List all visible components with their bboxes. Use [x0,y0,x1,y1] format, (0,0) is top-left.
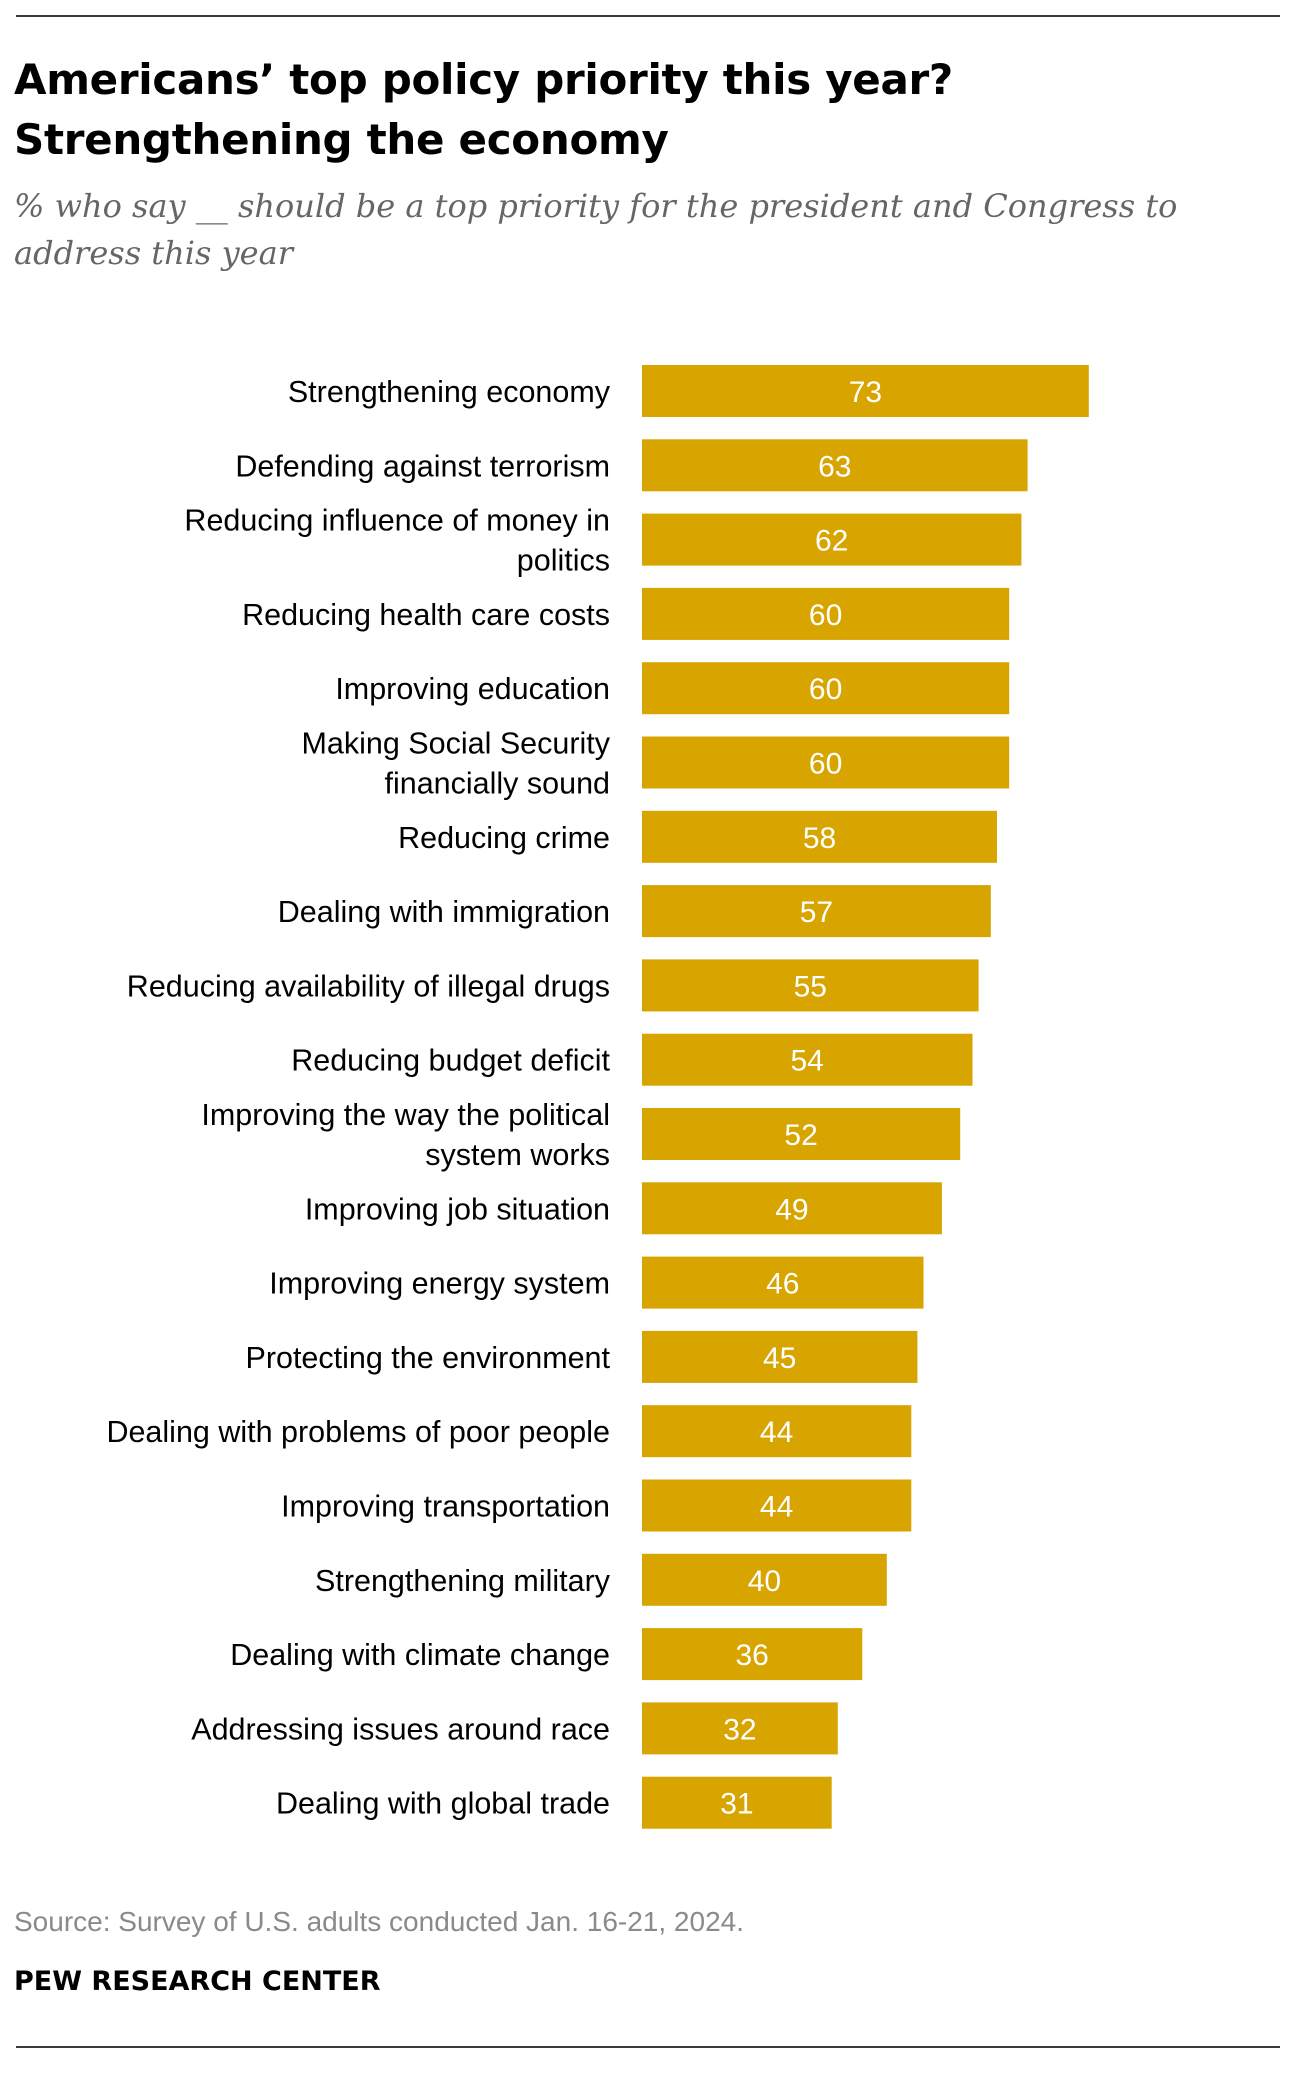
bar-value-label: 46 [766,1268,799,1301]
category-label: Strengthening economy [288,375,611,409]
bar [642,662,1010,715]
bar-value-label: 58 [803,822,836,855]
bar-value-label: 49 [775,1193,808,1226]
bar [642,1776,832,1829]
bar-value-label: 60 [809,673,842,706]
category-label: Reducing availability of illegal drugs [127,969,610,1003]
bar-value-label: 52 [784,1119,817,1152]
bar-value-label: 62 [815,525,848,558]
category-label: Improving the way the political [201,1098,610,1132]
bar [642,513,1022,566]
bar [642,1405,912,1458]
category-label: Reducing influence of money in [184,504,610,538]
bar [642,365,1089,417]
bar-value-label: 55 [794,970,827,1003]
category-label: Defending against terrorism [235,449,610,483]
category-label: Dealing with climate change [230,1638,610,1672]
bar-value-label: 60 [809,599,842,632]
category-label: Improving transportation [281,1490,610,1524]
bar [642,1330,918,1383]
bar [642,1628,863,1681]
category-label: Improving energy system [269,1267,610,1301]
category-label: financially sound [384,767,610,801]
brand-logo-text: PEW RESEARCH CENTER [14,1966,381,1997]
bar-value-label: 60 [809,748,842,781]
category-label: Making Social Security [301,727,610,761]
category-label: Strengthening military [315,1564,611,1598]
chart-title: Americans’ top policy priority this year… [14,55,953,164]
bar-value-label: 36 [736,1639,769,1672]
bar [642,439,1028,492]
category-label: politics [517,544,610,578]
chart-subtitle: % who say __ should be a top priority fo… [14,187,1178,272]
bar [642,1033,973,1086]
category-label: Dealing with global trade [276,1787,610,1821]
bar [642,1108,961,1160]
category-label: Addressing issues around race [191,1712,610,1746]
bar-value-label: 63 [818,450,851,483]
bar [642,1479,912,1532]
category-label: system works [425,1138,610,1172]
top-rule [16,15,1280,17]
bar-value-label: 44 [760,1491,793,1524]
bar-value-label: 32 [723,1713,756,1746]
bar [642,1702,838,1755]
bar-value-label: 31 [720,1788,753,1821]
bar [642,959,979,1012]
category-label: Protecting the environment [245,1341,610,1375]
bar [642,1182,942,1235]
category-label: Dealing with problems of poor people [106,1415,610,1449]
bar-chart: 73 Strengthening economy 63 Defending again… [106,365,1089,1829]
bar-value-label: 54 [791,1045,824,1078]
bar-value-label: 40 [748,1565,781,1598]
bar-value-label: 45 [763,1342,796,1375]
bar-value-label: 44 [760,1416,793,1449]
bar [642,587,1010,640]
bar [642,1553,887,1606]
category-label: Improving job situation [305,1192,610,1226]
category-label: Dealing with immigration [278,895,610,929]
bar [642,885,991,938]
category-label: Reducing crime [398,821,610,855]
category-label: Improving education [335,672,610,706]
bar [642,736,1010,789]
source-note: Source: Survey of U.S. adults conducted … [14,1906,744,1937]
bar [642,1256,924,1309]
bar [642,810,997,863]
bottom-rule [16,2046,1280,2048]
bar-value-label: 57 [800,896,833,929]
category-label: Reducing health care costs [242,598,610,632]
bar-value-label: 73 [849,376,882,409]
category-label: Reducing budget deficit [291,1044,610,1078]
